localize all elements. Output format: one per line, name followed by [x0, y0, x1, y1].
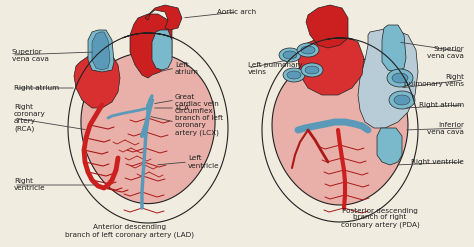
Ellipse shape [283, 68, 305, 82]
Polygon shape [152, 30, 172, 70]
Polygon shape [130, 14, 172, 78]
Text: Posterior descending
branch of right
coronary artery (PDA): Posterior descending branch of right cor… [341, 207, 419, 228]
Polygon shape [298, 35, 364, 95]
Polygon shape [92, 32, 110, 70]
Text: Left
atrium: Left atrium [175, 62, 199, 75]
Ellipse shape [389, 91, 415, 109]
Polygon shape [81, 52, 215, 204]
Text: Left
ventricle: Left ventricle [188, 156, 219, 168]
Text: Superior
vena cava: Superior vena cava [427, 45, 464, 59]
Ellipse shape [301, 63, 323, 77]
Text: Anterior descending
branch of left coronary artery (LAD): Anterior descending branch of left coron… [65, 225, 194, 238]
Polygon shape [358, 28, 418, 128]
Text: Left pulmonary
veins: Left pulmonary veins [248, 62, 302, 75]
Text: Right ventricle: Right ventricle [411, 159, 464, 165]
Ellipse shape [394, 95, 410, 105]
Ellipse shape [301, 46, 315, 54]
Text: Superior
vena cava: Superior vena cava [12, 48, 49, 62]
Ellipse shape [305, 66, 319, 74]
Polygon shape [382, 25, 406, 72]
Text: Right
coronary
artery
(RCA): Right coronary artery (RCA) [14, 104, 46, 132]
Text: Inferior
vena cava: Inferior vena cava [427, 122, 464, 135]
Ellipse shape [287, 71, 301, 79]
Polygon shape [74, 52, 120, 108]
Ellipse shape [387, 69, 413, 87]
Text: Great
cardiac vein: Great cardiac vein [175, 94, 219, 106]
Polygon shape [306, 5, 348, 48]
Ellipse shape [279, 48, 301, 62]
Text: Aortic arch: Aortic arch [218, 9, 256, 15]
Text: Right atrium: Right atrium [14, 85, 59, 91]
Text: Circumflex
branch of left
coronary
artery (LCX): Circumflex branch of left coronary arter… [175, 108, 223, 136]
Text: LCA: LCA [175, 105, 189, 111]
Ellipse shape [392, 73, 408, 83]
Text: Right atrium: Right atrium [419, 102, 464, 108]
Text: Right
pulmonary veins: Right pulmonary veins [404, 74, 464, 86]
Ellipse shape [297, 43, 319, 57]
Polygon shape [377, 128, 402, 165]
Ellipse shape [283, 51, 297, 59]
Polygon shape [272, 55, 408, 205]
Text: Right
ventricle: Right ventricle [14, 179, 46, 191]
Polygon shape [88, 30, 114, 72]
Polygon shape [145, 5, 182, 30]
